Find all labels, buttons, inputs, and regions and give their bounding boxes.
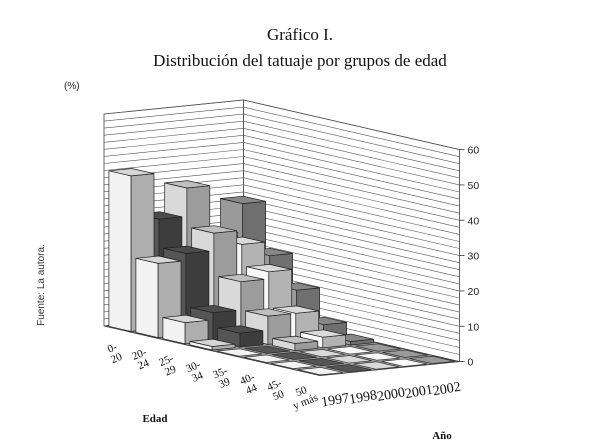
category-label: 0-20 — [105, 341, 124, 367]
bar-tile — [216, 348, 263, 357]
z-axis-title: Año — [432, 430, 452, 442]
bar-top-face — [164, 180, 210, 189]
category-label: 40-44 — [238, 371, 261, 398]
bar-top-face — [246, 264, 292, 273]
bar-tile — [297, 367, 344, 376]
bar-top-face — [189, 338, 236, 347]
y-tick-label: 10 — [468, 321, 480, 333]
y-tick-label: 30 — [468, 251, 480, 263]
bar-tile — [381, 358, 427, 367]
bar-top-face — [273, 305, 319, 314]
category-label: 20-24 — [130, 346, 153, 373]
y-axis-unit: (%) — [64, 81, 80, 92]
bar-top-face — [272, 335, 318, 344]
grid-line — [103, 106, 460, 157]
bar-tile — [299, 349, 345, 358]
chart-subtitle: Distribución del tatuaje por grupos de e… — [153, 51, 447, 70]
bar-2001-50 y más — [381, 358, 427, 367]
bar-top-face — [220, 195, 266, 204]
x-axis-title: Edad — [142, 413, 167, 425]
bar-1998-50 y más — [325, 364, 371, 373]
source-note: Fuente: La autora. — [36, 244, 47, 326]
bar-top-face — [245, 308, 291, 317]
y-tick-label: 50 — [468, 180, 480, 192]
bar-front-face — [108, 170, 132, 332]
bar-1997-40-44 — [243, 354, 290, 363]
grid-line — [103, 142, 460, 193]
bar-2002-45-50 — [382, 349, 428, 358]
bar-1998-40-44 — [271, 351, 317, 360]
y-tick-label: 60 — [468, 145, 480, 157]
bar-2001-40-44 — [327, 346, 373, 355]
bar-tile — [353, 361, 399, 370]
bar-top-face — [300, 329, 346, 338]
bar-1998-35-39 — [244, 345, 290, 354]
bar-tile — [327, 346, 373, 355]
bar-top-face — [218, 273, 264, 283]
grid-line — [103, 127, 460, 179]
bar-tile — [270, 360, 317, 369]
bar-tile — [409, 355, 455, 364]
category-label: 25-29 — [157, 352, 180, 379]
category-label: 30-34 — [184, 358, 207, 385]
bar-tile — [326, 355, 372, 364]
bar-tile — [244, 345, 290, 354]
series-label: 2000 — [376, 385, 406, 405]
bar-top-face — [217, 325, 263, 334]
bar-2000-35-39 — [272, 335, 319, 352]
bar-1997-35-39 — [216, 348, 263, 357]
bar-top-face — [108, 168, 155, 177]
bar-top-face — [191, 225, 237, 234]
bar-1998-45-50 — [298, 358, 344, 367]
bar-2002-50 y más — [409, 355, 455, 364]
grid-line — [103, 156, 460, 207]
bars — [108, 168, 455, 376]
bar-tile — [325, 364, 371, 373]
bar-side-face — [239, 330, 264, 348]
grid-line — [103, 134, 460, 186]
bar-1997-25-29 — [162, 314, 209, 345]
category-labels: 0-20 20-24 25-29 30-34 35-39 40-44 45-50 50y má… — [105, 341, 320, 412]
category-label: 35-39 — [211, 365, 234, 392]
y-tick-label: 40 — [468, 215, 480, 227]
bar-top-face — [190, 304, 236, 314]
grid-line — [103, 149, 460, 200]
category-label: 50y más — [287, 381, 320, 412]
bar-tile — [271, 351, 317, 360]
grid-line — [103, 120, 460, 172]
bar-1997-30-34 — [189, 338, 236, 351]
grid-line — [103, 113, 460, 164]
y-tick-label: 20 — [468, 286, 480, 298]
y-tick-label: 0 — [468, 357, 474, 369]
series-label: 1998 — [348, 388, 378, 408]
series-label: 2001 — [404, 383, 434, 403]
bar-1997-45-50 — [270, 360, 317, 369]
series-label: 1997 — [320, 391, 350, 411]
bar-tile — [243, 354, 290, 363]
bar-1997-50 y más — [297, 367, 344, 376]
bar-tile — [382, 349, 428, 358]
bar-top-face — [163, 245, 209, 254]
series-label: 2002 — [432, 380, 462, 400]
bar-2001-45-50 — [354, 352, 400, 361]
category-label: 45-50 — [265, 377, 288, 404]
bar-front-face — [135, 257, 159, 339]
bar-tile — [354, 352, 400, 361]
bar-2002-40-44 — [355, 343, 401, 352]
bar-top-face — [162, 314, 209, 323]
chart-title: Gráfico I. — [267, 25, 333, 44]
bar-2000-40-44 — [299, 349, 345, 358]
bar-tile — [298, 358, 344, 367]
grid-line — [103, 99, 460, 150]
y-axis-ticks: 0 10 20 30 40 50 60 — [459, 145, 480, 369]
bar-top-face — [135, 255, 182, 264]
bar-2000-45-50 — [326, 355, 372, 364]
bar-tile — [355, 343, 401, 352]
bar-2000-50 y más — [353, 361, 399, 370]
